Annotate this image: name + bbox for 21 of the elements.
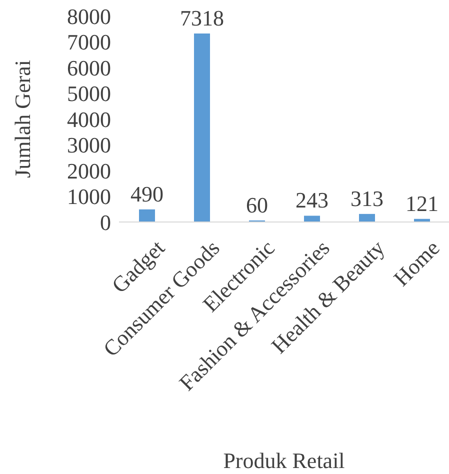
y-tick-label: 1000: [67, 184, 111, 210]
y-tick-label: 3000: [67, 132, 111, 158]
y-tick-label: 6000: [67, 55, 111, 80]
bar: [139, 209, 155, 222]
y-tick-label: 8000: [67, 4, 111, 29]
x-axis-title: Produk Retail: [223, 448, 345, 473]
y-tick-label: 0: [100, 210, 111, 235]
data-label: 121: [406, 190, 438, 216]
bar: [194, 34, 210, 222]
y-axis-title: Jumlah Gerai: [10, 60, 35, 178]
y-tick-label: 2000: [67, 158, 111, 184]
data-label: 490: [130, 181, 164, 206]
y-tick-label: 5000: [67, 81, 111, 106]
data-label: 7318: [180, 6, 224, 31]
data-label: 60: [246, 192, 268, 218]
y-tick-label: 4000: [67, 106, 111, 132]
bar: [359, 214, 375, 222]
data-label: 313: [350, 186, 384, 211]
data-label: 243: [296, 188, 328, 213]
bar: [304, 216, 320, 222]
y-tick-label: 7000: [67, 30, 111, 55]
